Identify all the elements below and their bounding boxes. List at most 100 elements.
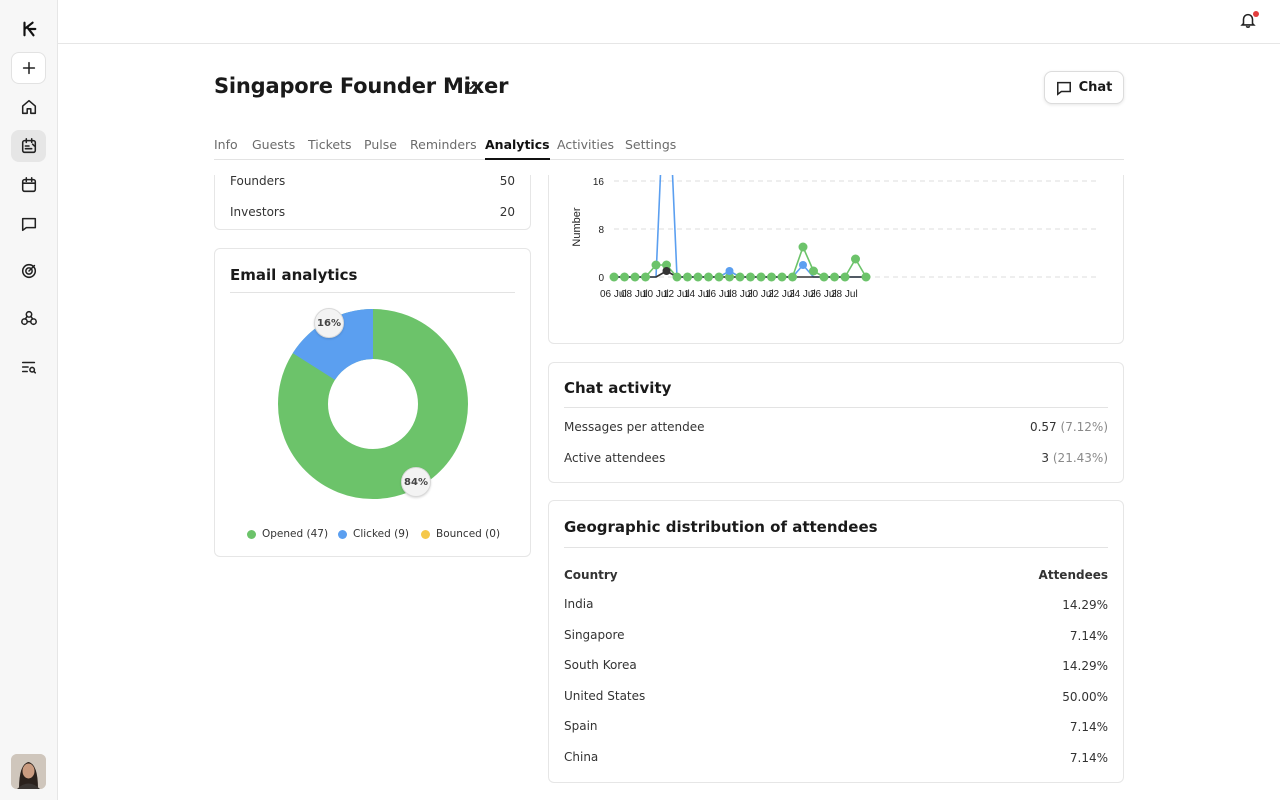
tab-tickets[interactable]: Tickets	[308, 137, 352, 152]
sidebar-item-home[interactable]	[11, 91, 46, 123]
data-point	[756, 272, 766, 282]
data-point	[662, 260, 671, 270]
data-point	[735, 272, 745, 282]
x-tick-label: 28 Jul	[831, 289, 858, 300]
data-point	[609, 272, 619, 282]
legend-dot	[421, 529, 430, 539]
legend-item-opened[interactable]: Opened (47)	[247, 528, 328, 540]
sidebar-item-search-list[interactable]	[11, 351, 46, 383]
tab-activities[interactable]: Activities	[557, 137, 615, 152]
metric-value: 3	[1041, 451, 1050, 465]
geo-country: South Korea	[564, 658, 637, 672]
list-search-icon	[21, 361, 36, 374]
app-logo[interactable]	[11, 13, 46, 45]
tab-pulse[interactable]: Pulse	[364, 137, 397, 152]
home-icon	[21, 99, 36, 115]
email-analytics-title: Email analytics	[230, 266, 358, 284]
data-point	[662, 267, 671, 275]
data-point	[851, 254, 860, 264]
sidebar-item-integrations[interactable]	[11, 302, 46, 334]
data-point	[809, 266, 818, 276]
chat-activity-title: Chat activity	[564, 379, 672, 397]
new-button[interactable]	[11, 52, 46, 84]
sidebar-item-events[interactable]	[11, 130, 46, 162]
divider	[564, 407, 1108, 408]
guest-types-viewport: Founders 50 Investors 20	[214, 175, 531, 231]
chat-metric-label: Messages per attendee	[564, 420, 705, 434]
message-icon	[21, 217, 36, 232]
sidebar	[0, 0, 58, 800]
geo-value: 14.29%	[1062, 659, 1108, 673]
geo-value: 7.14%	[1069, 629, 1108, 643]
divider	[564, 547, 1108, 548]
x-tick-label: 20 Jul	[747, 289, 774, 300]
chat-button-label: Chat	[1078, 80, 1113, 95]
x-tick-label: 16 Jul	[705, 289, 732, 300]
geo-country: India	[564, 597, 594, 611]
metric-value: 0.57	[1029, 420, 1057, 434]
y-axis-label: Number	[571, 207, 583, 246]
tab-guests[interactable]: Guests	[252, 137, 296, 152]
external-link-icon	[465, 82, 477, 94]
sidebar-item-messages[interactable]	[11, 208, 46, 240]
geo-country: Singapore	[564, 628, 625, 642]
guest-type-label: Investors	[230, 205, 286, 219]
legend-item-bounced[interactable]: Bounced (0)	[421, 528, 500, 540]
bell-icon	[1240, 13, 1256, 28]
chat-metric-value: 0.57 (7.12%)	[1030, 420, 1108, 434]
data-point	[798, 242, 808, 252]
data-point	[830, 272, 839, 282]
data-point	[620, 272, 629, 282]
geo-col-attendees: Attendees	[1038, 568, 1108, 582]
geo-country: United States	[564, 689, 646, 703]
sidebar-item-calendar[interactable]	[11, 169, 46, 201]
y-tick-label: 16	[593, 177, 605, 188]
x-tick-label: 26 Jul	[810, 289, 837, 300]
x-tick-label: 06 Jul	[600, 289, 627, 300]
legend-item-clicked[interactable]: Clicked (9)	[338, 528, 409, 540]
target-icon	[21, 263, 36, 279]
tab-analytics[interactable]: Analytics	[485, 137, 550, 160]
geo-value: 50.00%	[1062, 690, 1108, 704]
divider	[230, 292, 515, 293]
data-point	[799, 261, 807, 269]
avatar[interactable]	[11, 754, 46, 789]
tab-bar: Info Guests Tickets Pulse Reminders Anal…	[214, 136, 1124, 160]
tab-reminders[interactable]: Reminders	[410, 137, 477, 152]
activity-chart-viewport: 0 8 16 Number 06 Jul 08 Jul 10 Jul 12 Jul 14 Jul…	[548, 175, 1124, 345]
legend-label: Opened (47)	[262, 528, 329, 540]
tab-info[interactable]: Info	[214, 137, 238, 152]
data-point	[672, 272, 682, 282]
sidebar-item-analytics[interactable]	[11, 255, 46, 287]
data-point	[861, 272, 871, 282]
data-point	[725, 267, 734, 275]
donut-slice-clicked	[278, 309, 468, 499]
x-tick-label: 18 Jul	[726, 289, 753, 300]
tab-settings[interactable]: Settings	[625, 137, 677, 152]
data-point	[840, 272, 850, 282]
data-point	[819, 272, 829, 282]
email-donut-chart	[278, 309, 468, 499]
geo-value: 7.14%	[1069, 720, 1108, 734]
y-tick-label: 0	[598, 273, 604, 284]
series-line	[614, 175, 866, 278]
x-tick-label: 12 Jul	[663, 289, 690, 300]
legend-label: Bounced (0)	[436, 528, 501, 540]
x-tick-label: 08 Jul	[621, 289, 648, 300]
geo-value: 7.14%	[1069, 751, 1108, 765]
geo-distribution-card: Geographic distribution of attendees Cou…	[548, 500, 1124, 783]
open-external-button[interactable]	[464, 80, 478, 94]
logo-icon	[22, 21, 36, 37]
guest-type-value: 50	[499, 175, 515, 188]
guest-types-card: Founders 50 Investors 20	[214, 175, 531, 230]
data-point	[777, 272, 787, 282]
chat-button[interactable]: Chat	[1044, 71, 1124, 104]
activity-chart-card	[548, 175, 1124, 344]
data-point	[725, 272, 734, 282]
data-point	[630, 272, 640, 282]
notifications-button[interactable]	[1239, 11, 1259, 31]
plus-icon	[22, 61, 35, 75]
data-point	[714, 272, 724, 282]
legend-dot	[338, 529, 347, 539]
email-analytics-card: Email analytics	[214, 248, 531, 557]
